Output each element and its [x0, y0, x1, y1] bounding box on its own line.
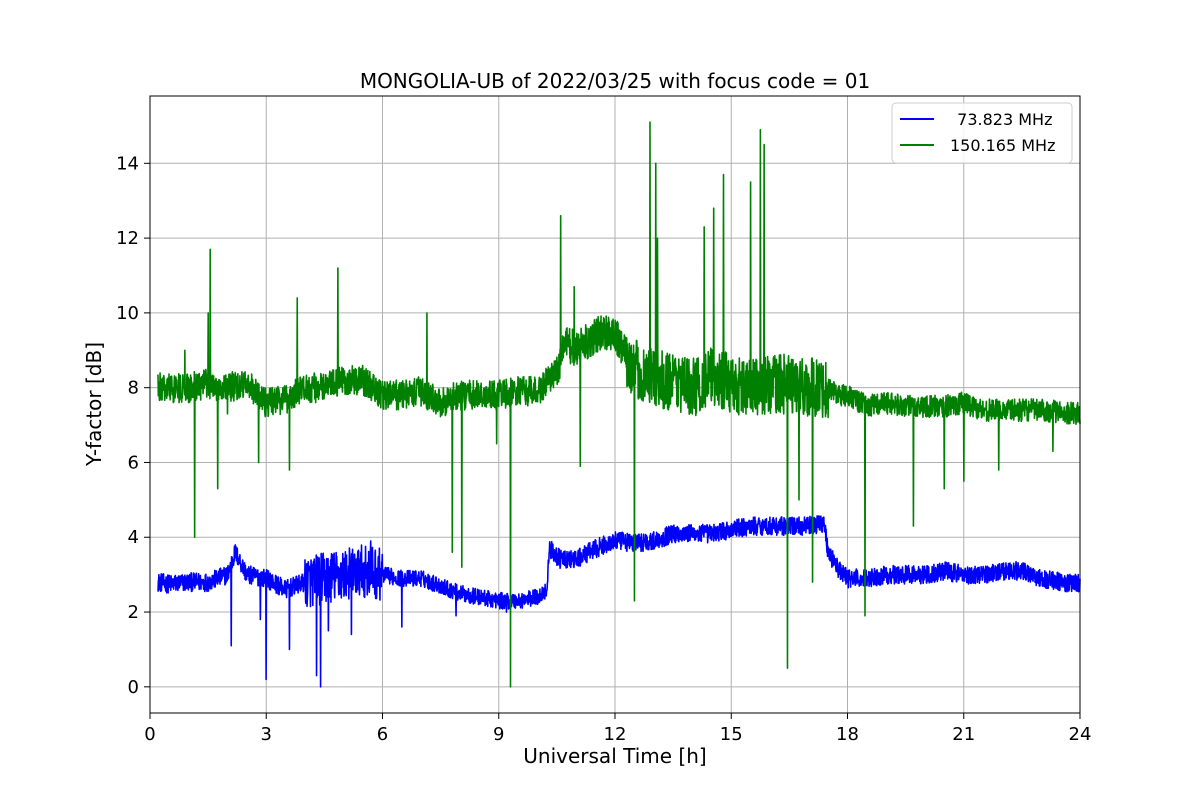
x-tick-label: 12 [604, 724, 627, 745]
series-line-1 [156, 121, 1081, 688]
chart-title: MONGOLIA-UB of 2022/03/25 with focus cod… [360, 69, 870, 93]
series-layer [156, 121, 1081, 688]
x-tick-label: 18 [836, 724, 859, 745]
y-tick-label: 14 [116, 153, 139, 174]
legend: 73.823 MHz 150.165 MHz [891, 102, 1073, 164]
series-line-0 [157, 515, 1081, 688]
legend-label-73mhz: 73.823 MHz [947, 110, 1052, 129]
x-tick-label: 3 [261, 724, 272, 745]
y-tick-label: 0 [128, 677, 139, 698]
y-tick-label: 4 [128, 527, 139, 548]
x-tick-label: 24 [1069, 724, 1092, 745]
x-tick-label: 15 [720, 724, 743, 745]
x-tick-label: 21 [952, 724, 975, 745]
x-tick-label: 9 [493, 724, 504, 745]
y-tick-label: 10 [116, 303, 139, 324]
legend-label-150mhz: 150.165 MHz [950, 136, 1055, 155]
x-tick-label: 0 [144, 724, 155, 745]
y-axis-label: Y-factor [dB] [82, 342, 106, 467]
y-tick-label: 2 [128, 602, 139, 623]
x-tick-label: 6 [377, 724, 388, 745]
y-tick-label: 8 [128, 378, 139, 399]
y-tick-label: 6 [128, 452, 139, 473]
x-axis-label: Universal Time [h] [523, 744, 706, 768]
legend-box [891, 102, 1073, 164]
y-tick-label: 12 [116, 228, 139, 249]
